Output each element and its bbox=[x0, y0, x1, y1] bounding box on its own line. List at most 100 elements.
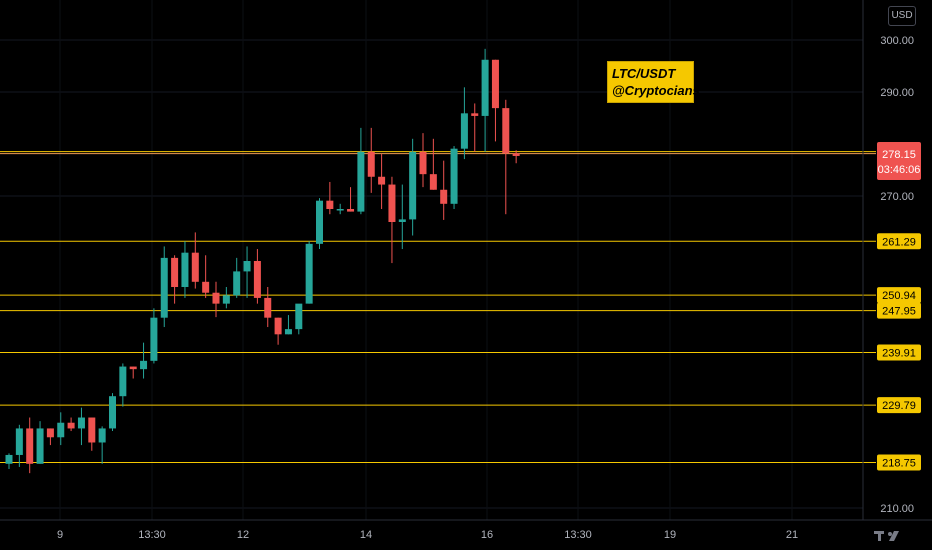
candle-body bbox=[212, 292, 220, 304]
candle-body bbox=[336, 209, 344, 211]
candle bbox=[429, 138, 437, 190]
time-tick-label: 13:30 bbox=[138, 529, 166, 541]
level-label-box bbox=[877, 287, 921, 304]
price-tick-label: 290.00 bbox=[880, 87, 914, 99]
candle bbox=[274, 317, 282, 345]
candle bbox=[26, 417, 34, 474]
price-tick-label: 210.00 bbox=[880, 503, 914, 515]
candle bbox=[109, 393, 116, 432]
candle bbox=[295, 303, 303, 335]
candle bbox=[357, 127, 365, 215]
candle bbox=[46, 428, 54, 446]
candle bbox=[57, 412, 65, 446]
candle bbox=[284, 315, 292, 335]
candle-body bbox=[398, 219, 406, 222]
candle-body bbox=[274, 317, 282, 335]
candle-body bbox=[67, 422, 75, 429]
candle-body bbox=[253, 261, 261, 298]
candle-body bbox=[388, 184, 396, 222]
candle-body bbox=[140, 360, 148, 370]
tradingview-logo-icon[interactable] bbox=[872, 528, 916, 544]
candle bbox=[181, 241, 189, 298]
candle bbox=[140, 342, 148, 379]
candle-body bbox=[150, 317, 158, 361]
currency-button[interactable]: USD bbox=[888, 6, 916, 26]
price-tick-label: 300.00 bbox=[880, 35, 914, 47]
level-label-text: 229.79 bbox=[882, 400, 916, 412]
candle-body bbox=[419, 151, 427, 175]
candle bbox=[160, 246, 168, 328]
candle bbox=[98, 426, 106, 464]
candle-body bbox=[378, 176, 386, 185]
candle bbox=[5, 453, 13, 469]
price-axis[interactable]: 300.00 290.00 270.00 210.00 bbox=[880, 35, 914, 515]
candle bbox=[15, 424, 23, 467]
candle-body bbox=[88, 417, 96, 443]
candle-body bbox=[129, 366, 137, 370]
level-label-text: 239.91 bbox=[882, 347, 916, 359]
candle-body bbox=[367, 151, 375, 177]
candle bbox=[481, 48, 489, 152]
candle-body bbox=[15, 428, 23, 455]
support-resistance-levels bbox=[0, 151, 876, 463]
candle bbox=[212, 281, 220, 318]
candle-body bbox=[36, 428, 44, 464]
candle-body bbox=[347, 209, 355, 212]
candle bbox=[191, 232, 199, 289]
candle bbox=[129, 366, 137, 379]
candle bbox=[388, 176, 396, 264]
candle bbox=[77, 407, 85, 446]
candle-body bbox=[471, 113, 479, 116]
candle bbox=[440, 160, 448, 220]
candle-body bbox=[191, 252, 199, 282]
current-price-label: 278.15 03:46:06 bbox=[877, 142, 921, 180]
level-label-box bbox=[877, 233, 921, 250]
candle bbox=[491, 59, 499, 142]
candle bbox=[378, 153, 386, 209]
candle bbox=[471, 103, 479, 152]
candle-body bbox=[160, 257, 168, 318]
candle-body bbox=[233, 271, 241, 296]
candle bbox=[253, 249, 261, 304]
candle bbox=[460, 87, 468, 160]
candle-body bbox=[491, 59, 499, 109]
current-price-value: 278.15 bbox=[882, 149, 916, 161]
candle bbox=[264, 287, 272, 328]
candle bbox=[67, 417, 75, 432]
time-tick-label: 9 bbox=[57, 529, 63, 541]
candle bbox=[512, 150, 520, 164]
price-tick-label: 270.00 bbox=[880, 191, 914, 203]
candle-body bbox=[46, 428, 54, 438]
time-axis[interactable]: 9 13:30 12 14 16 13:30 19 21 bbox=[57, 529, 798, 541]
candle-body bbox=[222, 295, 230, 304]
level-label-text: 261.29 bbox=[882, 236, 916, 248]
candle-body bbox=[26, 428, 34, 464]
time-tick-label: 14 bbox=[360, 529, 372, 541]
candle bbox=[336, 203, 344, 215]
candle bbox=[419, 133, 427, 188]
candle bbox=[450, 146, 458, 209]
candle-body bbox=[77, 417, 85, 429]
annotation-pair: LTC/USDT bbox=[612, 66, 676, 81]
candle bbox=[367, 127, 375, 193]
candle bbox=[88, 417, 96, 451]
level-label-text: 218.75 bbox=[882, 458, 916, 470]
candle bbox=[305, 241, 313, 304]
candle bbox=[347, 187, 355, 212]
candle-body bbox=[57, 422, 65, 438]
candle bbox=[398, 184, 406, 250]
current-price-box bbox=[877, 142, 921, 180]
candle-body bbox=[460, 113, 468, 149]
candle-body bbox=[284, 329, 292, 335]
candle-body bbox=[326, 200, 334, 209]
candle-body bbox=[243, 261, 251, 272]
time-tick-label: 21 bbox=[786, 529, 798, 541]
candle bbox=[202, 255, 210, 298]
price-countdown: 03:46:06 bbox=[878, 164, 921, 176]
candle-body bbox=[316, 200, 323, 244]
time-tick-label: 12 bbox=[237, 529, 249, 541]
annotation-author: @Cryptocians bbox=[612, 83, 700, 98]
candle bbox=[233, 257, 241, 298]
candle-body bbox=[171, 257, 179, 287]
